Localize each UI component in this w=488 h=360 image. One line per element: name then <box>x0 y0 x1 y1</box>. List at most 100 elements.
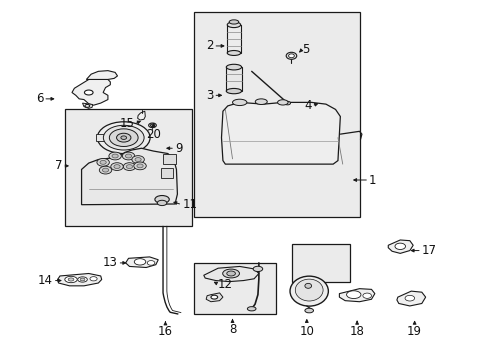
Ellipse shape <box>147 261 155 265</box>
Text: 14: 14 <box>38 274 53 287</box>
Ellipse shape <box>247 307 256 311</box>
Bar <box>64 109 191 226</box>
Text: 2: 2 <box>205 40 213 53</box>
Text: 3: 3 <box>205 89 213 102</box>
Ellipse shape <box>122 152 135 160</box>
Ellipse shape <box>78 277 87 282</box>
Ellipse shape <box>100 161 106 164</box>
Ellipse shape <box>134 162 146 170</box>
Ellipse shape <box>394 243 405 249</box>
Ellipse shape <box>135 158 141 162</box>
Ellipse shape <box>232 99 246 105</box>
Ellipse shape <box>97 158 109 166</box>
Ellipse shape <box>126 165 132 168</box>
Bar <box>226 67 241 91</box>
Bar <box>160 168 172 178</box>
Ellipse shape <box>148 123 156 127</box>
Bar <box>96 134 104 141</box>
Ellipse shape <box>103 125 144 150</box>
Ellipse shape <box>111 163 123 171</box>
Polygon shape <box>72 78 110 105</box>
Text: 5: 5 <box>302 43 309 56</box>
Ellipse shape <box>112 154 118 158</box>
Text: 11: 11 <box>182 198 197 211</box>
Polygon shape <box>221 102 340 164</box>
Text: 18: 18 <box>349 325 364 338</box>
Ellipse shape <box>304 308 313 313</box>
Ellipse shape <box>155 195 169 203</box>
Ellipse shape <box>277 100 287 105</box>
Text: 15: 15 <box>119 117 134 130</box>
Text: 8: 8 <box>228 323 236 336</box>
Ellipse shape <box>253 266 262 271</box>
Ellipse shape <box>289 276 327 306</box>
Ellipse shape <box>346 291 360 298</box>
Text: 16: 16 <box>158 325 173 338</box>
Ellipse shape <box>80 278 85 281</box>
Ellipse shape <box>288 54 294 58</box>
Ellipse shape <box>65 276 77 283</box>
Ellipse shape <box>109 129 138 147</box>
Ellipse shape <box>85 104 89 107</box>
Ellipse shape <box>226 271 235 276</box>
Text: 12: 12 <box>218 278 233 291</box>
Ellipse shape <box>284 101 290 105</box>
Text: 4: 4 <box>304 99 311 112</box>
Ellipse shape <box>121 136 126 139</box>
Ellipse shape <box>222 269 239 278</box>
Ellipse shape <box>123 163 136 171</box>
Ellipse shape <box>404 295 414 301</box>
Polygon shape <box>396 291 425 306</box>
Ellipse shape <box>97 122 150 154</box>
Ellipse shape <box>227 50 240 55</box>
Text: 7: 7 <box>55 159 62 172</box>
Ellipse shape <box>132 156 144 163</box>
Polygon shape <box>82 103 92 108</box>
Ellipse shape <box>137 164 143 168</box>
Polygon shape <box>203 266 258 282</box>
Bar <box>194 13 359 217</box>
Text: 9: 9 <box>175 142 182 155</box>
Text: 19: 19 <box>407 325 421 338</box>
Ellipse shape <box>226 89 241 94</box>
Polygon shape <box>339 289 374 302</box>
Ellipse shape <box>227 22 240 28</box>
Text: 6: 6 <box>36 93 43 105</box>
Ellipse shape <box>99 166 112 174</box>
Ellipse shape <box>116 133 131 142</box>
Ellipse shape <box>84 90 93 95</box>
Bar <box>194 263 275 314</box>
Polygon shape <box>387 240 412 253</box>
Text: 1: 1 <box>368 174 376 186</box>
Polygon shape <box>58 274 102 286</box>
Polygon shape <box>125 257 158 267</box>
Ellipse shape <box>109 152 121 160</box>
Ellipse shape <box>210 295 217 299</box>
Text: 10: 10 <box>299 325 314 338</box>
Ellipse shape <box>102 168 108 172</box>
Ellipse shape <box>90 277 97 281</box>
Ellipse shape <box>255 99 267 104</box>
Ellipse shape <box>150 124 154 127</box>
Bar <box>292 243 349 282</box>
Text: 13: 13 <box>102 256 117 269</box>
Ellipse shape <box>304 283 311 288</box>
Ellipse shape <box>157 200 166 206</box>
Bar <box>227 25 240 53</box>
Polygon shape <box>81 148 177 205</box>
Bar <box>163 154 176 164</box>
Ellipse shape <box>125 154 131 158</box>
Polygon shape <box>206 293 223 302</box>
Ellipse shape <box>114 165 120 168</box>
Ellipse shape <box>229 20 238 24</box>
Text: 17: 17 <box>421 244 436 257</box>
Ellipse shape <box>295 279 323 301</box>
Ellipse shape <box>285 52 296 59</box>
Polygon shape <box>137 111 145 120</box>
Text: 20: 20 <box>146 128 161 141</box>
Polygon shape <box>86 71 117 80</box>
Ellipse shape <box>362 293 371 298</box>
Ellipse shape <box>134 259 145 265</box>
Ellipse shape <box>226 64 241 70</box>
Ellipse shape <box>68 278 74 281</box>
